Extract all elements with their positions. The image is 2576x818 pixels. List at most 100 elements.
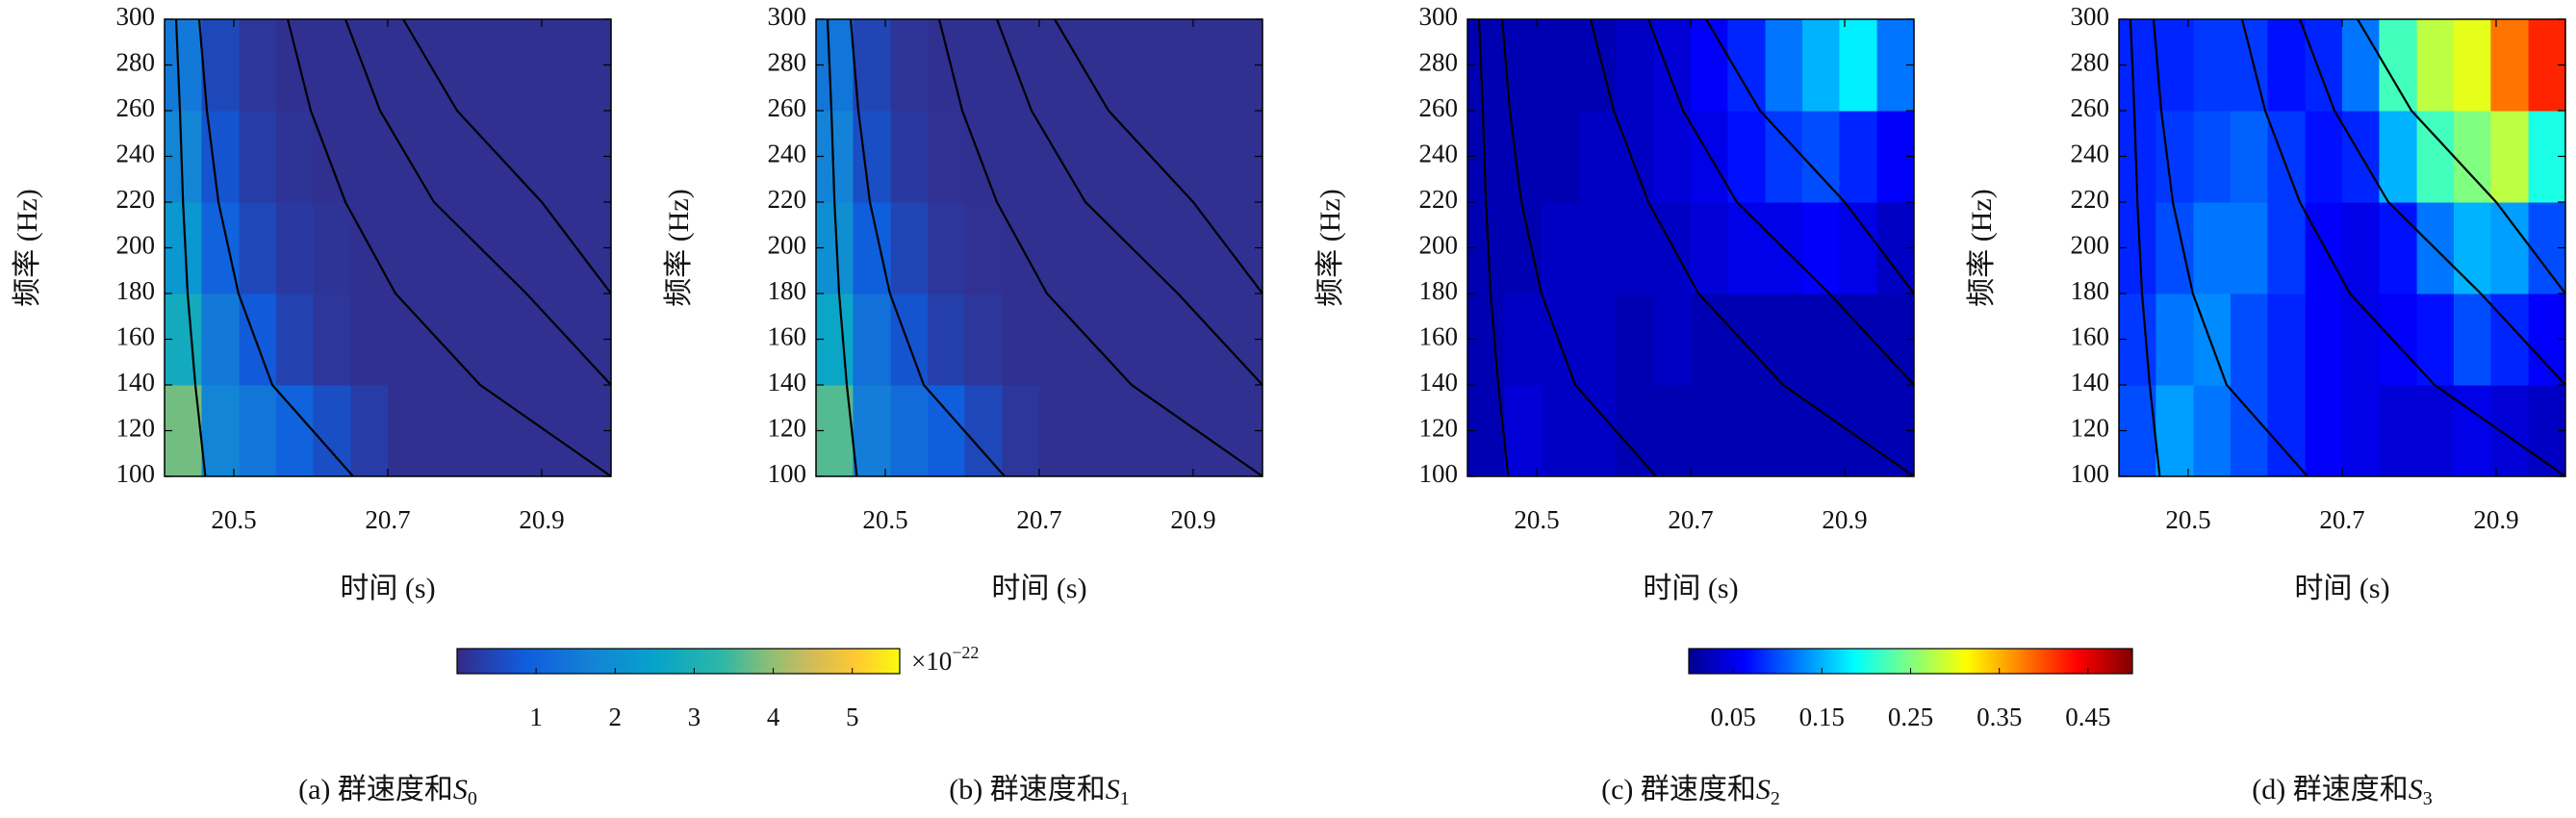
heat-cell bbox=[853, 202, 892, 294]
heat-cell bbox=[2231, 202, 2268, 294]
x-tick-label: 20.5 bbox=[862, 505, 907, 534]
group-velocity-curve bbox=[402, 18, 612, 294]
heat-cell bbox=[499, 19, 537, 112]
y-axis-label: 频率 (Hz) bbox=[1314, 189, 1346, 306]
group-velocity-curve bbox=[2240, 18, 2566, 477]
heat-cell bbox=[1802, 294, 1840, 386]
x-tick-label: 20.9 bbox=[519, 505, 564, 534]
heat-cell bbox=[2193, 19, 2232, 112]
colorbar-tick-label: 3 bbox=[688, 703, 701, 731]
caption-subscript: 3 bbox=[2423, 788, 2433, 809]
heat-cell bbox=[2193, 294, 2232, 386]
y-tick-label: 140 bbox=[768, 368, 807, 396]
heat-cell bbox=[2454, 19, 2491, 112]
heat-cell bbox=[2490, 385, 2530, 477]
heat-cell bbox=[1504, 202, 1543, 294]
heat-cell bbox=[1076, 294, 1115, 386]
heat-cell bbox=[890, 202, 929, 294]
group-velocity-curve bbox=[1500, 18, 1657, 477]
heat-cell bbox=[1727, 385, 1767, 477]
y-tick-label: 240 bbox=[2071, 140, 2110, 168]
heat-cell bbox=[1151, 111, 1188, 203]
heat-cell bbox=[201, 385, 241, 477]
heat-cell bbox=[2155, 202, 2195, 294]
y-tick-label: 100 bbox=[1419, 459, 1459, 488]
heat-cell bbox=[1076, 202, 1115, 294]
heat-cell bbox=[928, 294, 965, 386]
heat-cell bbox=[2416, 294, 2455, 386]
caption-text: (d) 群速度和 bbox=[2252, 774, 2408, 805]
heat-cell bbox=[1039, 202, 1077, 294]
heat-cell bbox=[890, 111, 929, 203]
y-tick-label: 220 bbox=[116, 185, 156, 214]
x-tick-label: 20.5 bbox=[211, 505, 256, 534]
heat-cell bbox=[462, 385, 500, 477]
x-axis-label: 时间 (s) bbox=[1643, 573, 1738, 604]
heat-cell bbox=[2267, 19, 2307, 112]
caption: (c) 群速度和S2 bbox=[1601, 774, 1780, 809]
heat-cell bbox=[1691, 385, 1728, 477]
y-tick-label: 140 bbox=[1419, 368, 1459, 396]
heat-cell bbox=[499, 202, 537, 294]
group-velocity-curve bbox=[2129, 18, 2161, 477]
group-velocity-curve bbox=[1054, 18, 1263, 294]
heat-cell bbox=[313, 202, 352, 294]
y-tick-label: 160 bbox=[768, 322, 807, 351]
heat-cell bbox=[1113, 294, 1152, 386]
heat-cell bbox=[890, 294, 929, 386]
heat-cell bbox=[2454, 111, 2491, 203]
heat-cell bbox=[1039, 294, 1077, 386]
heat-cell bbox=[1002, 294, 1040, 386]
heat-cell bbox=[350, 294, 389, 386]
heat-cell bbox=[2416, 111, 2455, 203]
y-tick-label: 200 bbox=[768, 231, 807, 260]
caption-symbol: S bbox=[1106, 774, 1120, 805]
heat-cell bbox=[462, 294, 500, 386]
heat-cell bbox=[388, 294, 425, 386]
heat-cell bbox=[2305, 19, 2343, 112]
group-velocity-curve bbox=[1477, 18, 1510, 477]
heat-cell bbox=[2267, 202, 2307, 294]
heat-cell bbox=[1113, 385, 1152, 477]
heat-cell bbox=[1579, 111, 1617, 203]
group-velocity-curve bbox=[174, 18, 207, 477]
heat-cell bbox=[1802, 202, 1840, 294]
heat-cell bbox=[2231, 111, 2268, 203]
group-velocity-curve bbox=[1705, 18, 1915, 294]
colorbar-tick-label: 5 bbox=[846, 703, 859, 731]
heat-cell bbox=[928, 202, 965, 294]
group-velocity-curve bbox=[2357, 18, 2566, 294]
y-tick-label: 200 bbox=[1419, 231, 1459, 260]
x-axis-label: 时间 (s) bbox=[340, 573, 435, 604]
heat-cell bbox=[2267, 294, 2307, 386]
heat-cell bbox=[2342, 294, 2380, 386]
y-tick-label: 180 bbox=[768, 276, 807, 305]
group-velocity-curve bbox=[344, 18, 612, 386]
heat-cell bbox=[853, 294, 892, 386]
heat-cell bbox=[2379, 294, 2418, 386]
heat-cell bbox=[350, 19, 389, 112]
y-tick-label: 220 bbox=[1419, 185, 1459, 214]
y-tick-label: 180 bbox=[2071, 276, 2110, 305]
heat-cell bbox=[276, 294, 314, 386]
heat-cell bbox=[424, 202, 464, 294]
heat-cell bbox=[1542, 294, 1580, 386]
heat-cell bbox=[462, 111, 500, 203]
heat-cell bbox=[350, 111, 389, 203]
y-tick-label: 140 bbox=[2071, 368, 2110, 396]
heat-cell bbox=[1765, 19, 1803, 112]
heat-cell bbox=[964, 19, 1004, 112]
heat-cell bbox=[1579, 294, 1617, 386]
heat-cell bbox=[1691, 202, 1728, 294]
y-axis-label: 频率 (Hz) bbox=[663, 189, 695, 306]
heat-cell bbox=[928, 111, 965, 203]
y-tick-label: 120 bbox=[116, 414, 156, 443]
heat-cell bbox=[1653, 111, 1692, 203]
y-tick-label: 120 bbox=[2071, 414, 2110, 443]
heat-cell bbox=[313, 294, 352, 386]
heat-cell bbox=[239, 294, 277, 386]
caption: (a) 群速度和S0 bbox=[298, 774, 477, 809]
heat-cell bbox=[1113, 111, 1152, 203]
heat-cell bbox=[2267, 385, 2307, 477]
y-tick-label: 180 bbox=[1419, 276, 1459, 305]
